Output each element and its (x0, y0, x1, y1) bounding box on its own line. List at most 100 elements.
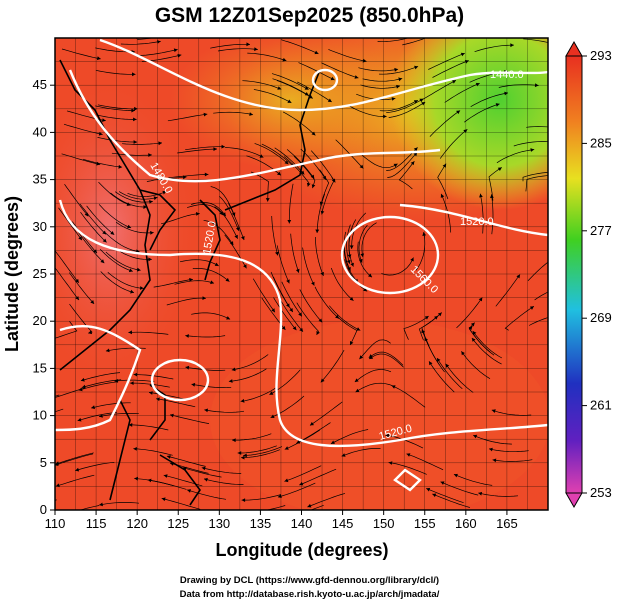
streamline-arrow (346, 259, 351, 264)
streamline (99, 248, 133, 272)
streamline (361, 154, 398, 169)
streamline (470, 92, 509, 108)
streamline (348, 219, 357, 259)
streamline-arrow (304, 92, 309, 96)
streamline-arrow (504, 91, 508, 96)
streamline (461, 351, 491, 379)
streamline (315, 236, 324, 277)
streamline-arrow (327, 98, 332, 102)
streamline-arrow (133, 117, 137, 122)
streamline-arrow (479, 193, 483, 198)
streamline (468, 322, 491, 353)
streamline (61, 48, 101, 60)
streamline (228, 368, 267, 382)
streamline (444, 82, 480, 103)
streamline (77, 412, 117, 422)
streamline (321, 177, 335, 215)
streamline (96, 114, 137, 120)
streamline-arrow (534, 83, 539, 88)
streamline-arrow (464, 60, 469, 64)
streamline-arrow (489, 447, 493, 452)
x-axis-label: Longitude (degrees) (215, 540, 388, 560)
streamline (309, 401, 343, 426)
streamline (388, 101, 426, 118)
streamline-arrow (170, 413, 174, 418)
streamline (210, 186, 236, 217)
streamline (86, 205, 115, 235)
streamline-arrow (295, 268, 300, 273)
streamline (527, 261, 548, 282)
streamline (310, 504, 324, 510)
streamline (55, 474, 95, 487)
streamline (464, 103, 500, 123)
streamline (128, 424, 169, 431)
y-tick-label: 0 (40, 502, 47, 517)
streamline-arrow (436, 32, 440, 36)
streamline-arrow (445, 363, 450, 368)
streamline-arrow (226, 316, 231, 320)
streamline (203, 219, 234, 246)
streamline (69, 303, 93, 334)
streamline-arrow (330, 440, 335, 444)
streamline-arrow (128, 330, 132, 335)
streamline-arrow (173, 32, 177, 36)
height-contours (55, 38, 548, 492)
streamline-arrow (510, 43, 514, 48)
latitude-tick-labels: 0 5 10 15 20 25 30 35 40 45 (33, 77, 55, 517)
streamline-arrow (286, 303, 290, 308)
streamline-arrow (172, 31, 176, 35)
streamline-arrow (133, 447, 137, 451)
streamline-arrow (550, 140, 554, 144)
y-tick-label: 30 (33, 219, 47, 234)
streamline (97, 104, 138, 110)
streamline (237, 445, 277, 454)
streamline (314, 286, 340, 319)
colorbar-max-arrow (565, 40, 583, 57)
streamline (283, 156, 310, 187)
streamline-arrow (271, 308, 275, 313)
streamline-arrow (495, 103, 500, 107)
streamline-arrow (241, 498, 246, 502)
streamline-arrow (110, 231, 115, 235)
streamline-arrow (355, 388, 360, 393)
y-tick-label: 40 (33, 124, 47, 139)
y-tick-label: 10 (33, 408, 47, 423)
streamline (79, 203, 107, 235)
streamline-arrow (91, 405, 95, 410)
streamline (491, 194, 494, 235)
streamline (492, 459, 533, 462)
streamline (55, 408, 64, 413)
streamline (232, 433, 272, 441)
streamline (78, 381, 118, 391)
streamline-arrow (391, 385, 396, 389)
streamline-arrow (394, 67, 399, 72)
streamline-arrow (311, 184, 316, 189)
colorbar-tick-label: 269 (590, 310, 612, 325)
streamline (471, 337, 502, 365)
streamline (69, 272, 95, 305)
streamline (120, 41, 161, 45)
streamline-arrow (437, 358, 441, 362)
streamline (127, 191, 167, 197)
streamline-arrow (286, 516, 290, 520)
y-tick-label: 35 (33, 172, 47, 187)
streamline (402, 38, 427, 46)
streamline (320, 349, 345, 383)
streamline (55, 250, 80, 284)
streamline-arrow (84, 212, 89, 217)
streamline (55, 387, 85, 398)
streamline (453, 473, 493, 486)
wind-streamlines (55, 31, 554, 520)
streamline-arrow (341, 453, 346, 457)
y-tick-label: 20 (33, 313, 47, 328)
streamline-arrow (254, 47, 258, 51)
streamline-arrow (330, 76, 335, 81)
streamline-arrow (231, 212, 236, 217)
streamline (432, 60, 469, 78)
streamline (379, 66, 419, 75)
streamline-arrow (492, 458, 497, 463)
streamline (357, 241, 373, 278)
streamline-arrow (478, 297, 483, 302)
streamline-arrow (347, 254, 352, 258)
streamline-arrow (422, 232, 427, 236)
